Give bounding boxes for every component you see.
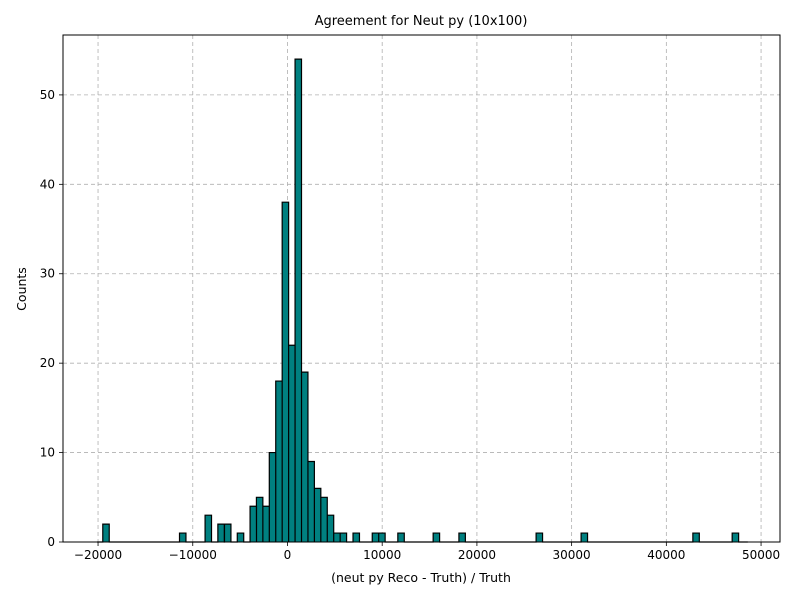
histogram-bar xyxy=(256,497,263,542)
histogram-bar xyxy=(295,59,302,543)
histogram-bar xyxy=(353,533,360,542)
histogram-bar xyxy=(692,533,700,542)
x-tick-label: 20000 xyxy=(458,548,496,562)
histogram-bar xyxy=(282,202,289,542)
histogram-bar xyxy=(262,506,270,542)
histogram-bar xyxy=(237,533,244,542)
x-tick-label: 0 xyxy=(284,548,292,562)
chart-title: Agreement for Neut py (10x100) xyxy=(315,14,528,29)
x-tick-label: 10000 xyxy=(363,548,401,562)
histogram-bar xyxy=(327,515,334,542)
y-axis-ticks: 0 10 20 30 40 50 xyxy=(40,88,63,549)
y-tick-label: 20 xyxy=(40,356,55,370)
y-tick-label: 40 xyxy=(40,177,55,191)
y-axis-label: Counts xyxy=(14,267,29,311)
histogram-bar xyxy=(433,533,440,542)
histogram-bar xyxy=(581,533,588,542)
histogram-bar xyxy=(179,533,186,542)
histogram-bar xyxy=(320,497,328,542)
x-tick-label: 50000 xyxy=(742,548,780,562)
y-tick-label: 30 xyxy=(40,267,55,281)
histogram-bar xyxy=(397,533,405,542)
histogram-bar xyxy=(536,533,543,542)
y-tick-label: 0 xyxy=(47,535,55,549)
histogram-bar xyxy=(378,533,386,542)
histogram-bars xyxy=(102,59,739,543)
x-axis-label: (neut py Reco - Truth) / Truth xyxy=(331,570,511,585)
histogram-bar xyxy=(288,345,296,542)
histogram-bar xyxy=(217,524,225,542)
plot-frame xyxy=(62,34,781,543)
histogram-bar xyxy=(333,533,341,542)
grid-lines xyxy=(63,35,780,543)
x-tick-label: −10000 xyxy=(169,548,217,562)
y-tick-label: 50 xyxy=(40,88,55,102)
histogram-bar xyxy=(732,533,739,542)
histogram-bar xyxy=(224,524,231,542)
x-tick-label: 40000 xyxy=(647,548,685,562)
histogram-bar xyxy=(205,515,212,542)
histogram-bar xyxy=(458,533,466,542)
histogram-bar xyxy=(372,533,379,542)
y-tick-label: 10 xyxy=(40,446,55,460)
histogram-bar xyxy=(301,372,308,542)
x-tick-label: −20000 xyxy=(74,548,122,562)
histogram-bar xyxy=(250,506,257,542)
x-tick-label: 30000 xyxy=(553,548,591,562)
histogram-bar xyxy=(102,524,110,542)
histogram-bar xyxy=(269,452,276,542)
histogram-bar xyxy=(275,381,283,542)
histogram-bar xyxy=(340,533,347,542)
histogram-bar xyxy=(314,488,321,542)
x-axis-ticks: −20000 −10000 0 10000 20000 30000 40000 50000 xyxy=(74,542,780,562)
histogram-bar xyxy=(307,461,315,542)
